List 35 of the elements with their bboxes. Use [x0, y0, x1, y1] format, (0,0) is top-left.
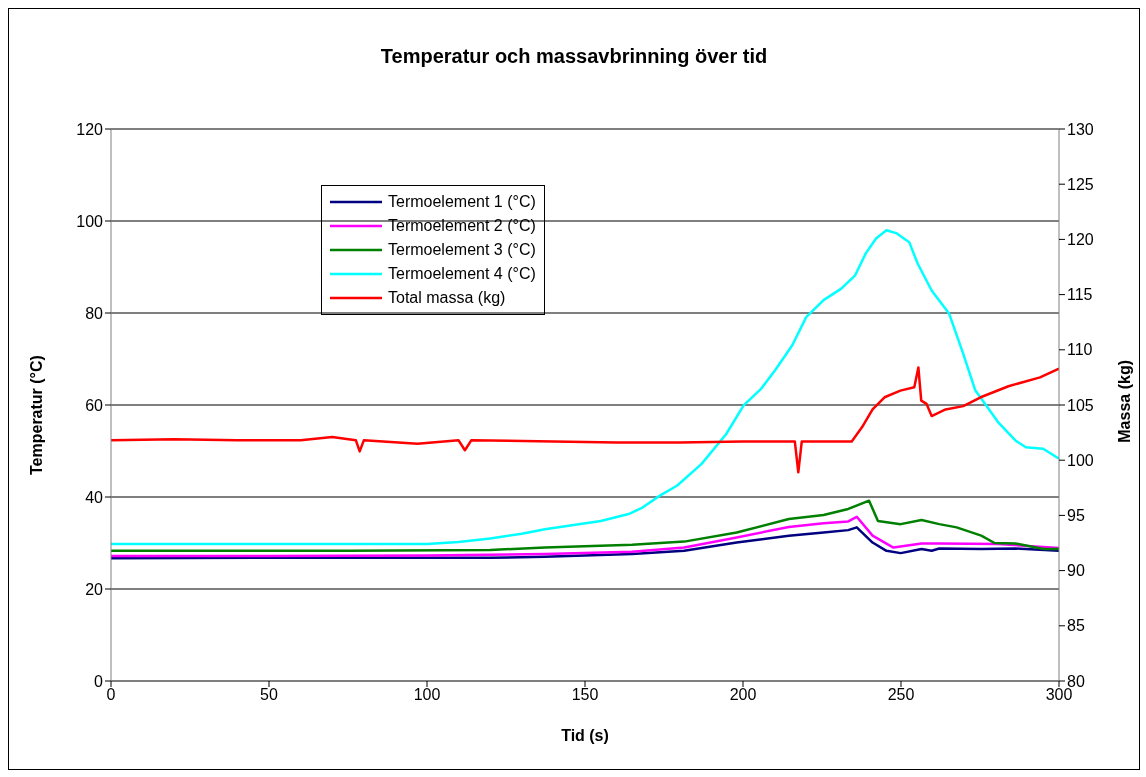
- legend-label: Termoelement 2 (°C): [388, 217, 536, 235]
- y2-tick-label: 90: [1067, 562, 1085, 580]
- y2-tick-label: 100: [1067, 451, 1094, 469]
- x-tick-label: 0: [106, 686, 116, 704]
- y-tick-label: 80: [85, 304, 104, 322]
- y2-tick-label: 130: [1067, 120, 1094, 138]
- y-tick-label: 120: [76, 120, 104, 138]
- line-series: [111, 515, 1059, 558]
- y2-axis-title: Massa (kg): [1115, 360, 1133, 443]
- x-tick-label: 50: [260, 686, 278, 704]
- x-axis-title: Tid (s): [561, 727, 609, 744]
- x-tick-label: 300: [1045, 686, 1073, 704]
- legend-label: Termoelement 3 (°C): [388, 241, 536, 259]
- line-series: [111, 526, 1059, 560]
- y2-tick-label: 85: [1067, 617, 1085, 635]
- y2-tick-label: 105: [1067, 396, 1094, 414]
- y2-tick-label: 115: [1067, 286, 1093, 304]
- chart-title: Temperatur och massavbrinning över tid: [379, 45, 769, 68]
- x-tick-label: 200: [729, 686, 757, 704]
- x-tick-label: 250: [887, 686, 915, 704]
- y-tick-label: 20: [85, 580, 104, 598]
- legend-label: Termoelement 4 (°C): [388, 265, 536, 283]
- y-axis-title: Temperatur (°C): [27, 355, 45, 475]
- y2-tick-label: 120: [1067, 231, 1094, 249]
- y-tick-label: 0: [94, 672, 104, 690]
- y2-tick-label: 95: [1067, 507, 1085, 525]
- y2-tick-label: 125: [1067, 175, 1094, 193]
- y-tick-label: 60: [85, 396, 104, 414]
- y-tick-label: 40: [85, 488, 104, 506]
- y-tick-label: 100: [76, 212, 104, 230]
- legend-label: Termoelement 1 (°C): [388, 193, 536, 211]
- x-tick-label: 100: [413, 686, 441, 704]
- legend-label: Total massa (kg): [388, 289, 506, 307]
- y2-tick-label: 110: [1067, 341, 1093, 359]
- x-tick-label: 150: [571, 686, 599, 704]
